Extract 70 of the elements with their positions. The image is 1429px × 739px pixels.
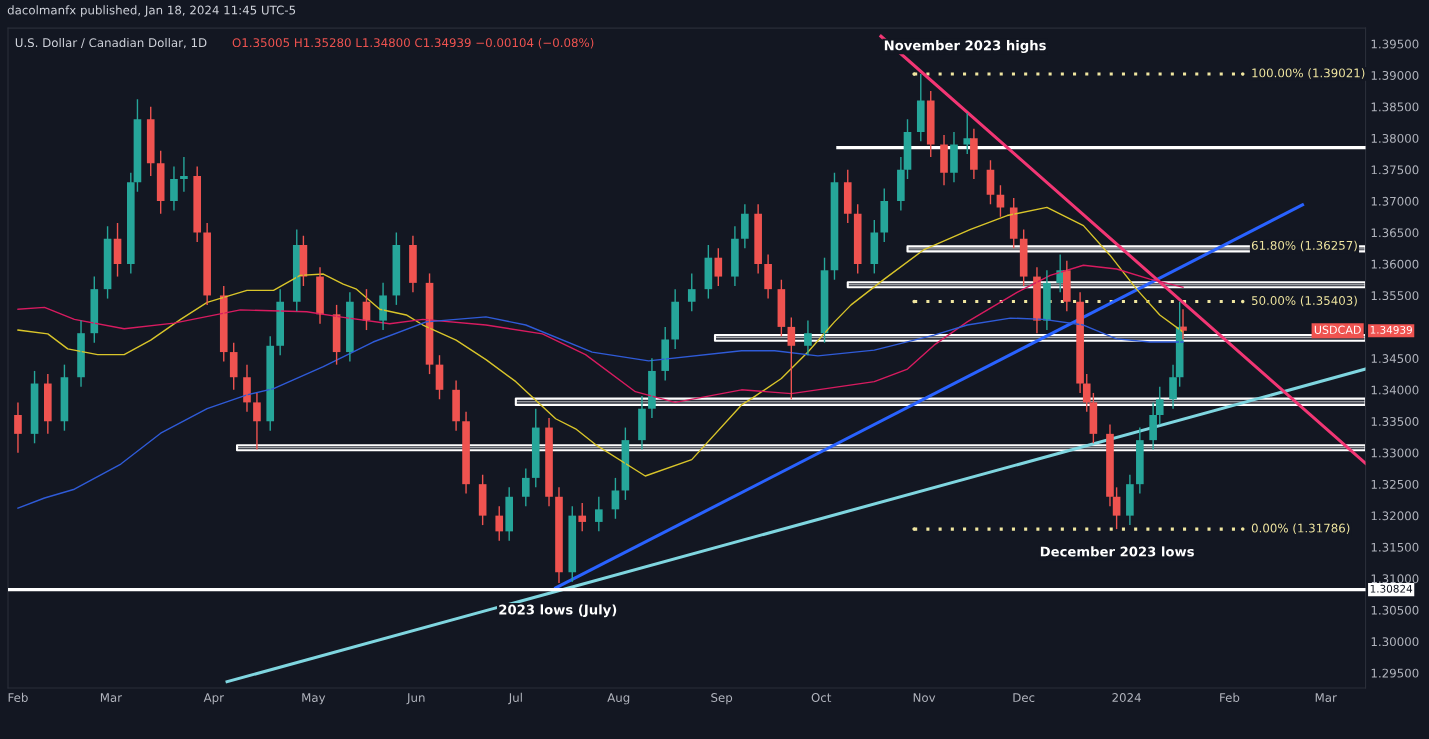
ref-line-label: 1.30824 (1370, 584, 1413, 593)
x-tick-label: Dec (1013, 693, 1035, 703)
annotation: 100.00% (1.39021) (1252, 68, 1365, 79)
y-tick-label: 1.33000 (1371, 448, 1419, 458)
candlestick (714, 247, 723, 287)
y-tick-label: 1.38000 (1371, 133, 1419, 143)
candlestick (687, 272, 696, 312)
text: O1.35005 H1.35280 L1.34800 C1.34939 −0.00104 (−0.08%) (232, 37, 594, 49)
x-tick-label: 2024 (1112, 693, 1141, 703)
y-tick-label: 1.30500 (1371, 605, 1419, 615)
text: 1.34939 (1370, 325, 1412, 334)
y-tick-label: 1.31500 (1371, 542, 1419, 552)
text: U.S. Dollar / Canadian Dollar, 1D (15, 37, 207, 49)
x-tick-label: Feb (1220, 692, 1240, 703)
x-tick-label: Nov (913, 693, 936, 703)
candlestick (156, 150, 165, 215)
candlestick (853, 203, 862, 275)
y-tick-label: 1.34000 (1371, 385, 1419, 395)
candlestick (870, 219, 879, 275)
y-tick-label: 1.31000 (1371, 574, 1419, 584)
x-tick-label: Sep (711, 693, 733, 705)
annotation: 0.00% (1.31786) (1251, 523, 1350, 534)
candlestick (229, 341, 238, 391)
x-tick-label: Mar (100, 693, 123, 703)
annotation: December 2023 lows (1040, 546, 1194, 557)
candlestick (146, 106, 155, 177)
candlestick (521, 467, 530, 507)
y-tick-label: 1.33500 (1371, 416, 1419, 426)
annotation: 61.80% (1.36257) (1251, 240, 1357, 252)
text: dacolmanfx published, Jan 18, 2024 11:45 UTC-5 (7, 5, 296, 17)
y-tick-label: 1.38500 (1371, 102, 1419, 112)
y-tick-label: 1.35500 (1371, 291, 1419, 301)
y-tick-label: 1.39000 (1371, 70, 1419, 80)
y-tick-label: 1.29500 (1371, 668, 1419, 678)
x-tick-label: Apr (203, 693, 224, 705)
y-tick-label: 1.34500 (1371, 354, 1419, 364)
y-tick-label: 1.37000 (1371, 196, 1419, 206)
y-tick-label: 1.36500 (1371, 228, 1419, 238)
x-tick-label: Jun (406, 693, 425, 705)
y-tick-label: 1.36000 (1371, 259, 1419, 269)
candlestick (568, 505, 577, 583)
candlestick (505, 486, 514, 542)
x-tick-label: Feb (8, 692, 28, 703)
line-series (17, 316, 1184, 509)
point (912, 527, 916, 531)
point (1241, 72, 1245, 76)
candlestick (843, 168, 852, 224)
y-tick-label: 1.39500 (1371, 39, 1419, 49)
y-tick-label: 1.32000 (1371, 511, 1419, 521)
candlestick (926, 90, 935, 158)
x-tick-label: Oct (811, 693, 832, 703)
point (912, 299, 916, 304)
x-tick-label: May (302, 693, 326, 705)
candlestick (193, 165, 202, 243)
annotation: 50.00% (1.35403) (1251, 295, 1357, 307)
point (1241, 527, 1245, 531)
point (1241, 299, 1245, 304)
x-tick-label: Mar (1315, 693, 1337, 703)
candlestick (880, 187, 889, 243)
x-tick-label: Aug (607, 693, 630, 705)
line-series (17, 264, 1184, 404)
point (912, 72, 916, 76)
annotation: November 2023 highs (884, 40, 1046, 53)
x-tick-label: Jul (508, 692, 522, 705)
annotation: 2023 lows (July) (499, 604, 617, 618)
y-tick-label: 1.37500 (1371, 165, 1419, 175)
annotation: USDCAD (1314, 325, 1361, 334)
candlestick (531, 407, 540, 489)
y-tick-label: 1.32500 (1371, 479, 1419, 489)
y-tick-label: 1.30000 (1371, 637, 1419, 647)
